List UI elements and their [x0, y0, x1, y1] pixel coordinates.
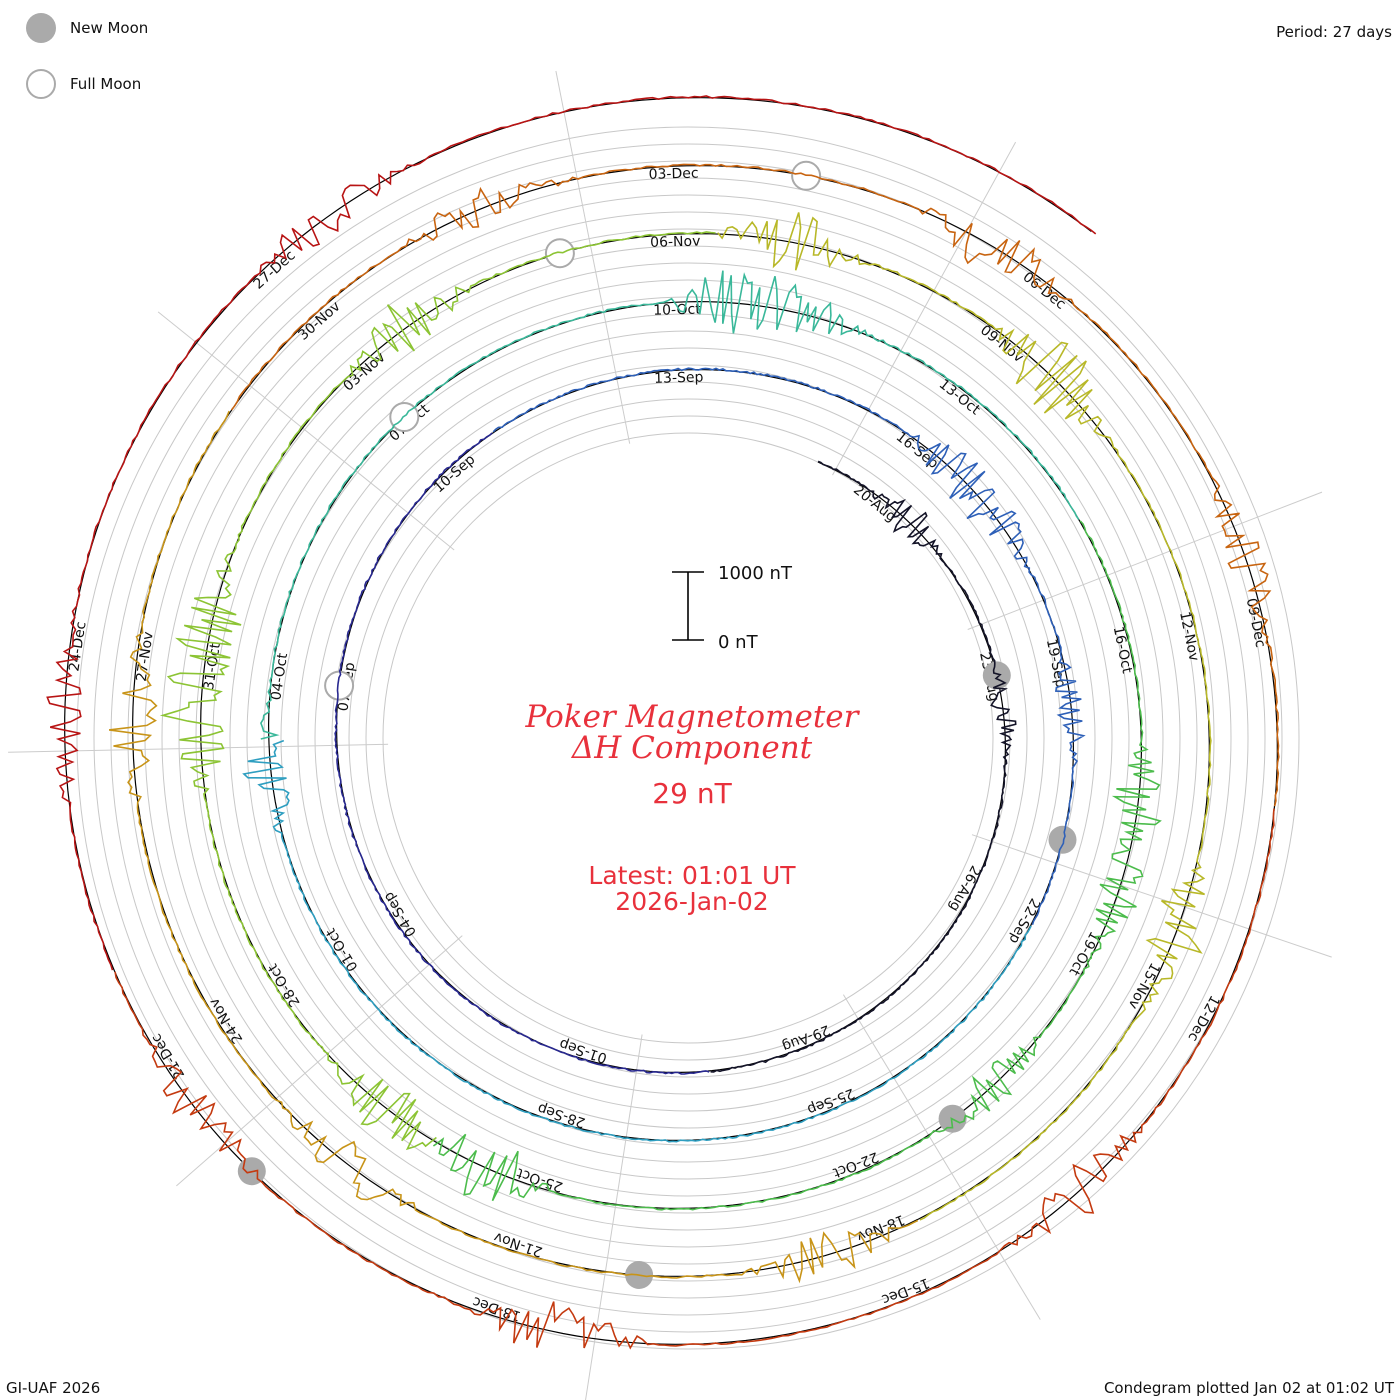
day-spoke — [832, 141, 1017, 476]
reference-ring — [314, 364, 1062, 1112]
date-label: 25-Oct — [514, 1164, 565, 1194]
date-label: 21-Nov — [492, 1229, 545, 1260]
credit-label: GI-UAF 2026 — [6, 1379, 101, 1397]
date-label: 12-Nov — [1176, 610, 1202, 662]
reference-ring — [348, 398, 1028, 1078]
trace-segment — [159, 231, 716, 1151]
day-spoke — [585, 1034, 643, 1400]
scale-bar-bottom-label: 0 nT — [718, 632, 759, 653]
day-spokes — [8, 70, 1332, 1400]
full-moon-icon — [26, 69, 56, 99]
reference-ring — [144, 194, 1232, 1282]
day-spoke — [971, 834, 1332, 958]
trace-segment — [114, 808, 1275, 1350]
title-line-2: ΔH Component — [571, 730, 813, 766]
scale-bar-top-label: 1000 nT — [718, 563, 793, 584]
current-value: 29 nT — [652, 777, 732, 810]
day-spoke — [842, 994, 1041, 1320]
date-label: 10-Oct — [653, 302, 701, 319]
plotted-label: Condegram plotted Jan 02 at 01:02 UT — [1103, 1379, 1394, 1397]
date-label: 13-Sep — [654, 370, 704, 387]
date-label: 26-Aug — [945, 863, 983, 914]
magnetometer-trace — [46, 95, 1280, 1350]
new-moon-marker — [982, 661, 1011, 690]
trace-segment — [710, 460, 1017, 1073]
trace-segment — [242, 739, 1032, 1143]
trace-segment — [334, 432, 710, 1075]
date-label: 24-Nov — [206, 995, 246, 1046]
trace-segment — [108, 410, 919, 1284]
date-label: 22-Sep — [1005, 895, 1043, 946]
reference-ring — [229, 279, 1147, 1197]
reference-ring — [212, 262, 1164, 1214]
reference-ring — [297, 347, 1079, 1129]
reference-ring — [280, 330, 1096, 1146]
date-label: 21-Dec — [148, 1031, 188, 1082]
date-label: 28-Sep — [536, 1100, 588, 1131]
day-spoke — [157, 311, 455, 551]
trace-segment — [717, 212, 1212, 1221]
date-label: 01-Sep — [557, 1035, 609, 1066]
trace-segment — [432, 520, 1162, 1211]
legend-new-moon: New Moon — [26, 13, 148, 43]
reference-rings — [76, 126, 1300, 1350]
date-label: 03-Dec — [648, 166, 698, 183]
reference-ring — [331, 381, 1045, 1095]
trace-segment — [260, 270, 1080, 740]
date-label: 03-Nov — [340, 349, 388, 394]
new-moon-icon — [26, 13, 56, 43]
date-label: 28-Oct — [265, 960, 304, 1009]
date-label: 04-Sep — [381, 889, 420, 939]
full-moon-label: Full Moon — [70, 75, 142, 93]
scale-bar: 1000 nT 0 nT — [672, 563, 793, 653]
reference-ring — [127, 177, 1249, 1299]
day-spoke — [967, 491, 1323, 630]
date-label: 24-Dec — [66, 621, 89, 673]
trace-segment — [492, 367, 1086, 926]
latest-time: Latest: 01:01 UT — [588, 861, 796, 890]
date-label: 06-Nov — [650, 234, 701, 251]
latest-date: 2026-Jan-02 — [615, 887, 768, 916]
date-label: 10-Sep — [431, 452, 479, 497]
reference-ring — [161, 211, 1215, 1265]
reference-ring — [110, 160, 1266, 1316]
date-label: 04-Oct — [268, 652, 291, 702]
title-line-1: Poker Magnetometer — [525, 699, 861, 735]
center-title: Poker Magnetometer ΔH Component 29 nT La… — [525, 699, 861, 916]
reference-ring — [382, 432, 994, 1044]
trace-segment — [46, 95, 1097, 971]
date-label: 01-Oct — [323, 925, 362, 974]
moon-markers — [237, 160, 1077, 1289]
trace-segment — [230, 163, 1280, 807]
reference-ring — [93, 143, 1283, 1333]
day-spoke — [8, 743, 389, 753]
reference-ring — [76, 126, 1300, 1350]
day-spoke — [555, 70, 631, 444]
new-moon-marker — [1048, 825, 1077, 854]
new-moon-label: New Moon — [70, 19, 149, 37]
date-label: 30-Nov — [295, 298, 343, 343]
period-label: Period: 27 days — [1276, 23, 1392, 41]
legend-full-moon: Full Moon — [26, 69, 141, 99]
reference-ring — [178, 228, 1198, 1248]
